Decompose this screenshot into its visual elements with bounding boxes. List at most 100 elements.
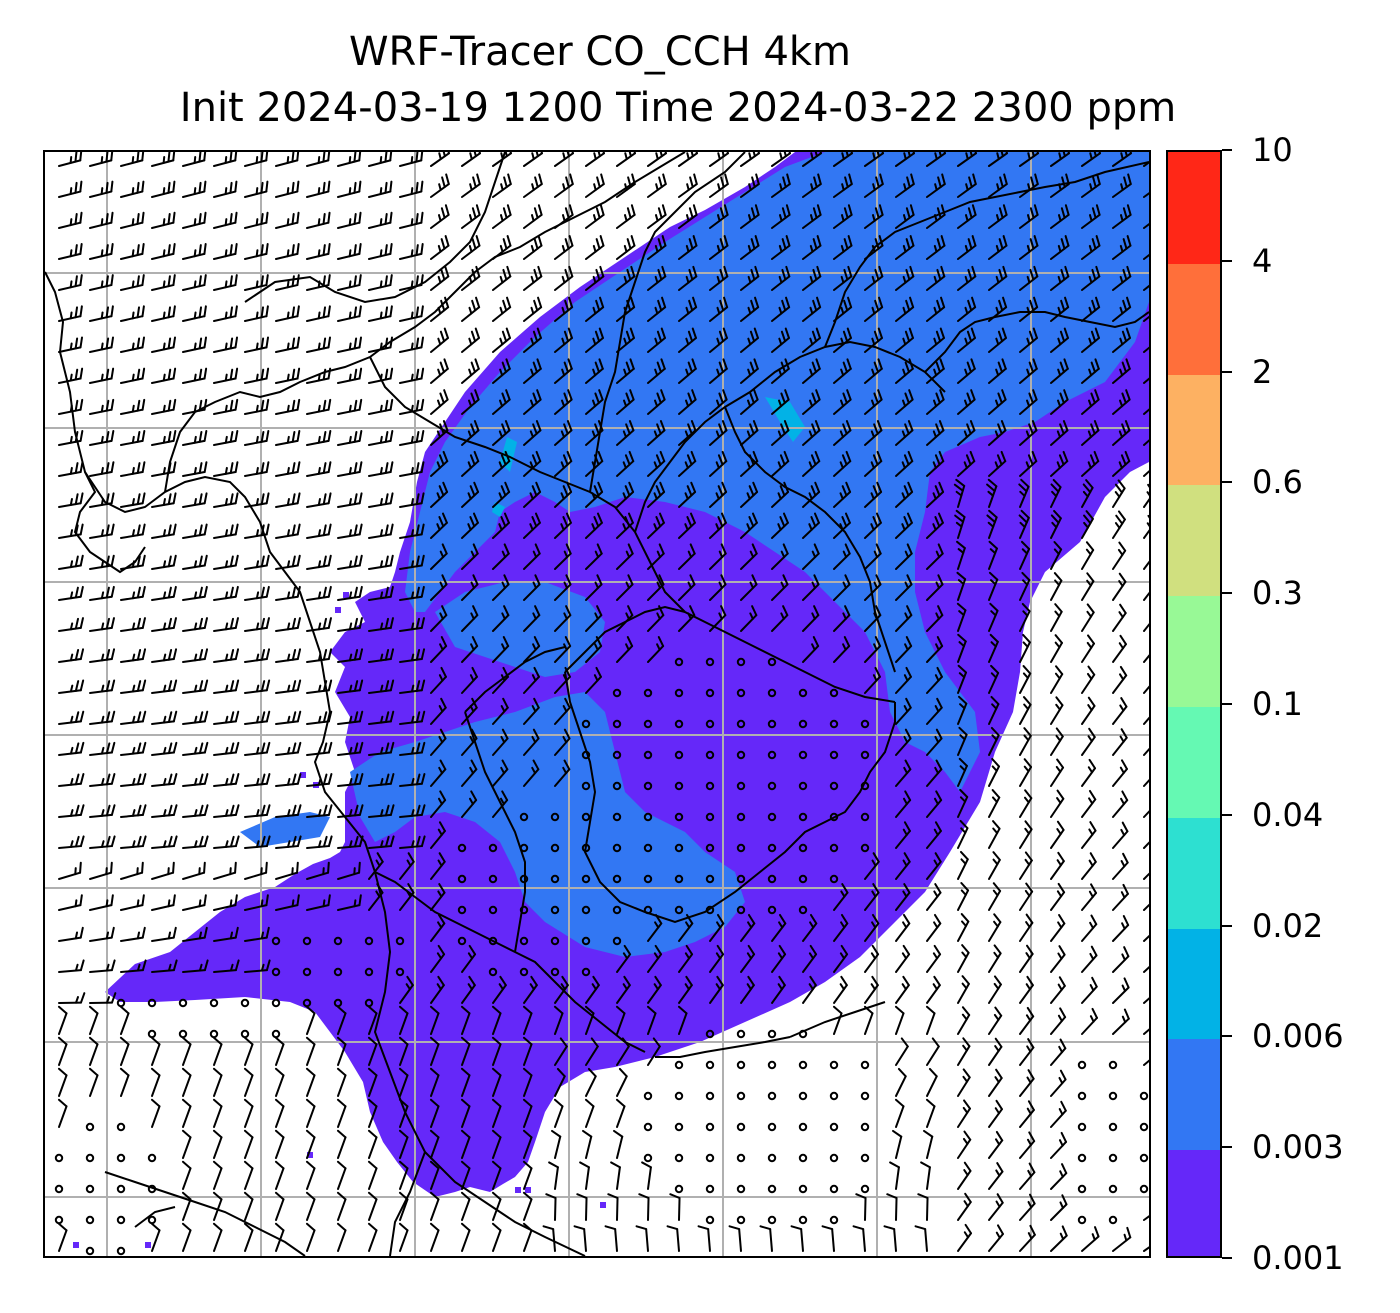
wind-barb-flag	[873, 423, 879, 435]
wind-barb-flag	[659, 420, 666, 432]
wind-barb-flag	[439, 790, 447, 802]
wind-barb-shaft	[1143, 841, 1149, 849]
wind-barb-flag	[545, 1193, 557, 1200]
wind-barb	[399, 554, 425, 570]
wind-barb-flag	[429, 1222, 440, 1232]
wind-barb	[771, 574, 789, 601]
wind-barb-flag	[961, 975, 970, 985]
wind-barb-flag	[167, 462, 172, 474]
wind-barb	[647, 265, 667, 291]
wind-barb-flag	[529, 399, 535, 408]
wind-barb-flag	[628, 481, 635, 493]
wind-barb	[678, 173, 698, 198]
wind-barb-flag	[935, 612, 940, 620]
wind-barb-flag	[198, 648, 204, 661]
wind-barb-flag	[723, 265, 729, 278]
wind-barb-flag	[749, 361, 755, 374]
wind-barb-flag	[260, 899, 264, 908]
wind-barb-flag	[814, 420, 821, 432]
wind-barb-flag	[529, 523, 534, 531]
wind-barb-flag	[265, 804, 271, 816]
wind-barb	[275, 305, 300, 322]
wind-barb	[274, 1160, 285, 1190]
wind-barb-shaft	[1019, 734, 1032, 756]
wind-barb	[926, 235, 946, 260]
wind-barb-flag	[105, 931, 110, 940]
wind-barb-shaft	[523, 1012, 533, 1035]
wind-barb-flag	[935, 392, 941, 404]
wind-barb-flag	[553, 1098, 564, 1108]
wind-barb-flag	[933, 944, 942, 956]
wind-barb	[926, 636, 944, 663]
wind-barb-flag	[1034, 173, 1039, 186]
wind-barb-flag	[653, 523, 658, 531]
calm-wind-marker	[829, 874, 839, 884]
wind-barb-flag	[79, 773, 85, 785]
wind-barb-flag	[131, 746, 136, 755]
wind-barb-flag	[131, 466, 135, 475]
wind-barb-flag	[1020, 509, 1030, 519]
wind-barb-shaft	[554, 737, 571, 756]
wind-barb	[120, 336, 146, 353]
wind-barb	[244, 461, 270, 477]
wind-barb-flag	[243, 1036, 254, 1046]
wind-barb-flag	[754, 235, 760, 247]
wind-barb-flag	[747, 306, 752, 315]
wind-barb	[461, 636, 479, 663]
wind-barb-flag	[327, 648, 333, 661]
wind-barb	[864, 450, 883, 477]
wind-barb-flag	[203, 152, 207, 162]
wind-barb-flag	[440, 299, 446, 312]
wind-barb-shaft	[1081, 611, 1095, 632]
wind-barb-flag	[105, 804, 111, 817]
wind-barb-flag	[626, 207, 632, 219]
wind-barb	[523, 636, 541, 663]
wind-barb-shaft	[864, 614, 882, 632]
wind-barb-flag	[57, 1067, 68, 1077]
wind-barb-flag	[229, 462, 234, 474]
wind-barb-flag	[429, 1160, 440, 1170]
wind-barb-flag	[991, 796, 998, 803]
wind-barb	[336, 1222, 347, 1252]
wind-barb-flag	[719, 207, 725, 219]
wind-barb-shaft	[1143, 779, 1149, 787]
wind-barb-flag	[100, 653, 105, 662]
wind-barb-shaft	[1143, 966, 1149, 973]
wind-barb-flag	[437, 828, 443, 836]
wind-barb-flag	[747, 921, 753, 929]
wind-barb-flag	[963, 1169, 969, 1177]
wind-barb-flag	[141, 554, 146, 567]
wind-barb-shaft	[678, 614, 696, 632]
wind-barb-flag	[561, 368, 566, 377]
wind-barb	[306, 180, 331, 198]
wind-barb	[1019, 204, 1039, 229]
wind-barb	[151, 461, 177, 477]
wind-barb	[647, 481, 666, 508]
wind-barb-flag	[987, 521, 995, 528]
wind-barb-flag	[953, 483, 964, 492]
wind-barb-flag	[692, 235, 698, 247]
wind-barb-flag	[384, 152, 388, 163]
wind-barb-shaft	[275, 1043, 285, 1066]
wind-barb-shaft	[864, 984, 879, 1004]
wind-barb	[182, 585, 208, 601]
calm-wind-marker	[612, 750, 622, 760]
wind-barb-flag	[198, 711, 204, 723]
wind-barb	[641, 1161, 652, 1190]
wind-barb	[926, 605, 944, 632]
wind-barb	[1019, 540, 1031, 570]
wind-barb-flag	[229, 555, 234, 568]
wind-barb-flag	[1059, 1069, 1067, 1081]
wind-barb-flag	[870, 461, 875, 469]
wind-barb	[1143, 1215, 1149, 1221]
wind-barb	[616, 975, 631, 1004]
wind-barb-flag	[754, 204, 760, 216]
wind-barb-flag	[925, 1098, 936, 1108]
wind-barb	[771, 389, 790, 415]
wind-barb-shaft	[1019, 672, 1032, 694]
wind-barb-flag	[286, 715, 291, 724]
wind-barb-flag	[172, 461, 177, 474]
wind-barb	[306, 274, 331, 291]
wind-barb-flag	[110, 617, 115, 629]
wind-barb-flag	[622, 399, 628, 408]
